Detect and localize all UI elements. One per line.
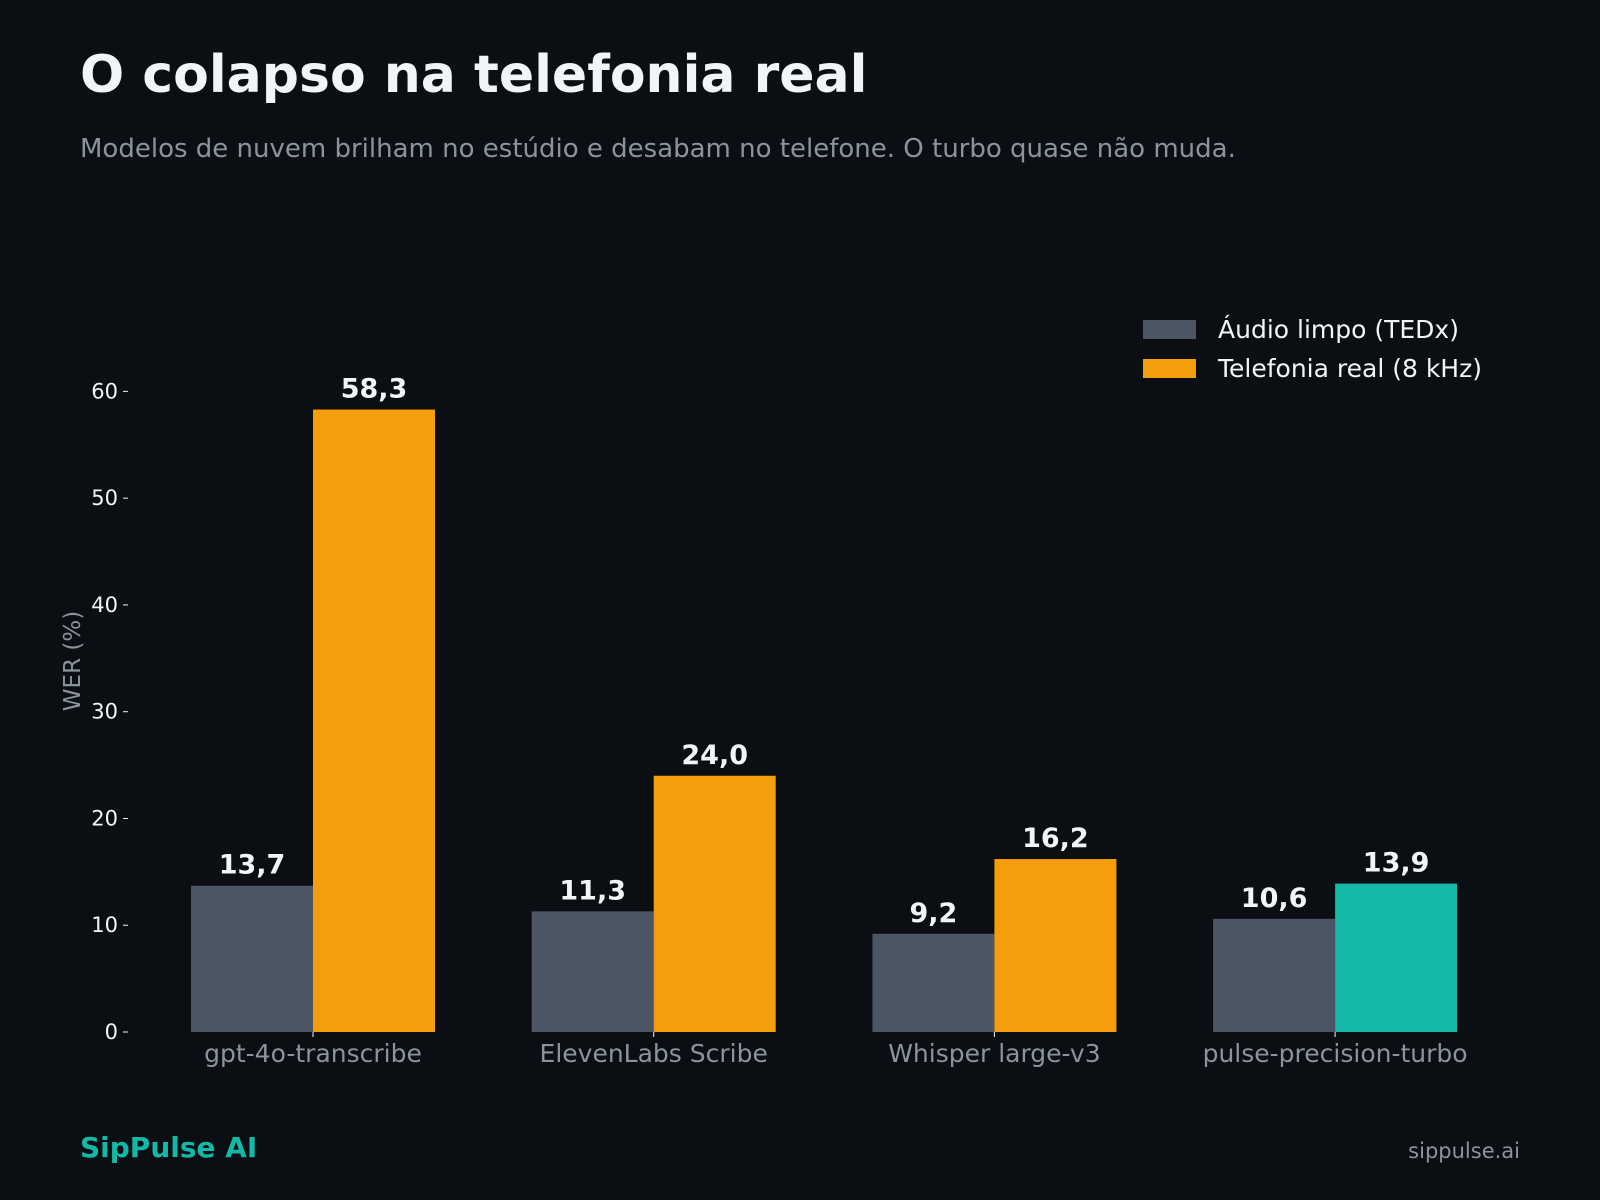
y-tick-label-10: 10 bbox=[91, 913, 118, 937]
x-tick-label-1: ElevenLabs Scribe bbox=[540, 1039, 768, 1068]
bar-phone-0 bbox=[313, 409, 435, 1032]
legend-item-phone-audio: Telefonia real (8 kHz) bbox=[1143, 349, 1482, 388]
y-tick-label-30: 30 bbox=[91, 700, 118, 724]
bar-clean-3 bbox=[1213, 918, 1336, 1032]
data-label-clean-1: 11,3 bbox=[559, 875, 626, 906]
chart-title: O colapso na telefonia real bbox=[80, 45, 868, 105]
y-tick-label-0: 0 bbox=[105, 1020, 118, 1044]
x-tick-label-2: Whisper large-v3 bbox=[888, 1039, 1100, 1068]
bar-clean-0 bbox=[191, 885, 313, 1032]
legend-swatch-phone-audio bbox=[1143, 359, 1196, 378]
bar-phone-3 bbox=[1335, 883, 1458, 1032]
data-label-phone-2: 16,2 bbox=[1022, 823, 1089, 854]
site-url: sippulse.ai bbox=[1408, 1139, 1520, 1163]
y-tick-label-60: 60 bbox=[91, 379, 118, 403]
data-label-phone-1: 24,0 bbox=[681, 740, 748, 771]
bar-phone-2 bbox=[994, 859, 1117, 1032]
bar-phone-1 bbox=[653, 775, 776, 1032]
data-label-clean-2: 9,2 bbox=[909, 898, 957, 929]
legend-item-clean-audio: Áudio limpo (TEDx) bbox=[1143, 310, 1482, 349]
bar-clean-1 bbox=[531, 911, 654, 1032]
y-tick-label-20: 20 bbox=[91, 806, 118, 830]
bar-clean-2 bbox=[872, 933, 995, 1032]
data-label-clean-0: 13,7 bbox=[219, 850, 286, 881]
y-tick-label-40: 40 bbox=[91, 593, 118, 617]
legend-label-clean-audio: Áudio limpo (TEDx) bbox=[1218, 315, 1459, 344]
chart-legend: Áudio limpo (TEDx) Telefonia real (8 kHz… bbox=[1143, 310, 1482, 388]
brand-logo-text: SipPulse AI bbox=[80, 1131, 258, 1164]
legend-label-phone-audio: Telefonia real (8 kHz) bbox=[1218, 354, 1482, 383]
chart-subtitle: Modelos de nuvem brilham no estúdio e de… bbox=[80, 134, 1236, 164]
data-label-phone-0: 58,3 bbox=[341, 374, 408, 405]
legend-swatch-clean-audio bbox=[1143, 320, 1196, 339]
y-tick-label-50: 50 bbox=[91, 486, 118, 510]
data-label-phone-3: 13,9 bbox=[1363, 848, 1430, 879]
x-tick-label-0: gpt-4o-transcribe bbox=[204, 1039, 422, 1068]
y-axis-label: WER (%) bbox=[60, 611, 86, 711]
x-tick-label-3: pulse-precision-turbo bbox=[1203, 1039, 1468, 1068]
data-label-clean-3: 10,6 bbox=[1241, 883, 1308, 914]
